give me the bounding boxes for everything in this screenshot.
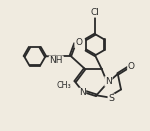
Text: O: O — [128, 62, 135, 71]
Text: O: O — [75, 38, 82, 47]
Text: N: N — [105, 77, 112, 86]
Text: N: N — [79, 88, 85, 97]
Text: CH₃: CH₃ — [57, 81, 71, 90]
Text: Cl: Cl — [91, 8, 100, 17]
Text: NH: NH — [50, 56, 63, 65]
Text: S: S — [108, 94, 114, 103]
